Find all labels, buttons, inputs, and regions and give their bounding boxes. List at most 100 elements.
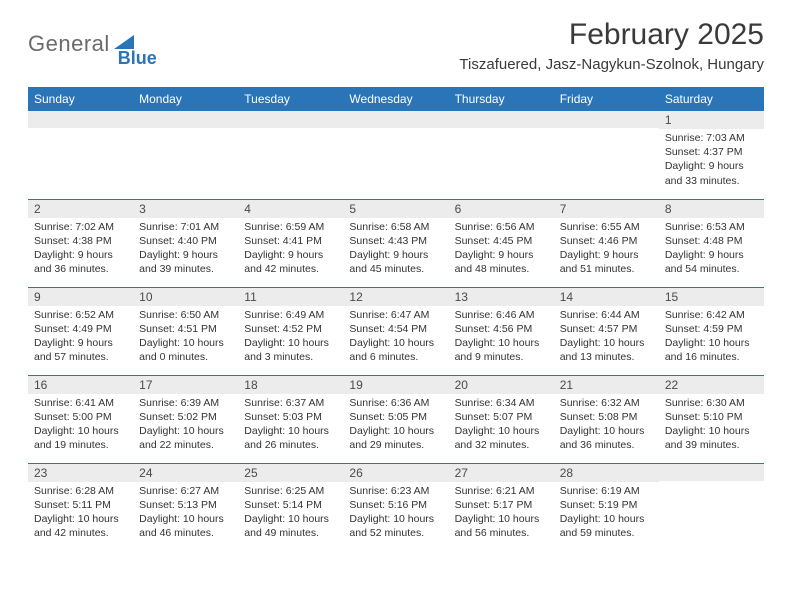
day-details: Sunrise: 6:36 AMSunset: 5:05 PMDaylight:…: [343, 394, 448, 457]
day-number: [133, 111, 238, 128]
daylight-text: Daylight: 10 hours and 46 minutes.: [139, 512, 232, 540]
day-cell: 13Sunrise: 6:46 AMSunset: 4:56 PMDayligh…: [449, 287, 554, 375]
sunset-text: Sunset: 4:37 PM: [665, 145, 758, 159]
day-cell: 2Sunrise: 7:02 AMSunset: 4:38 PMDaylight…: [28, 199, 133, 287]
day-details: Sunrise: 6:39 AMSunset: 5:02 PMDaylight:…: [133, 394, 238, 457]
day-details: Sunrise: 7:03 AMSunset: 4:37 PMDaylight:…: [659, 129, 764, 192]
sunset-text: Sunset: 5:19 PM: [560, 498, 653, 512]
daylight-text: Daylight: 10 hours and 59 minutes.: [560, 512, 653, 540]
daylight-text: Daylight: 10 hours and 36 minutes.: [560, 424, 653, 452]
dh-wed: Wednesday: [343, 87, 448, 111]
day-cell: 11Sunrise: 6:49 AMSunset: 4:52 PMDayligh…: [238, 287, 343, 375]
sunrise-text: Sunrise: 6:59 AM: [244, 220, 337, 234]
daylight-text: Daylight: 10 hours and 19 minutes.: [34, 424, 127, 452]
day-number: 4: [238, 200, 343, 218]
sunset-text: Sunset: 4:49 PM: [34, 322, 127, 336]
daylight-text: Daylight: 10 hours and 52 minutes.: [349, 512, 442, 540]
daylight-text: Daylight: 10 hours and 13 minutes.: [560, 336, 653, 364]
day-number: 18: [238, 376, 343, 394]
day-number: [238, 111, 343, 128]
day-cell: [659, 463, 764, 551]
day-details: Sunrise: 6:21 AMSunset: 5:17 PMDaylight:…: [449, 482, 554, 545]
day-number: 16: [28, 376, 133, 394]
day-cell: 3Sunrise: 7:01 AMSunset: 4:40 PMDaylight…: [133, 199, 238, 287]
day-details: Sunrise: 6:47 AMSunset: 4:54 PMDaylight:…: [343, 306, 448, 369]
day-details: Sunrise: 6:27 AMSunset: 5:13 PMDaylight:…: [133, 482, 238, 545]
sunset-text: Sunset: 5:07 PM: [455, 410, 548, 424]
day-number: 20: [449, 376, 554, 394]
daylight-text: Daylight: 10 hours and 9 minutes.: [455, 336, 548, 364]
day-cell: 8Sunrise: 6:53 AMSunset: 4:48 PMDaylight…: [659, 199, 764, 287]
day-details: Sunrise: 7:02 AMSunset: 4:38 PMDaylight:…: [28, 218, 133, 281]
day-number: 7: [554, 200, 659, 218]
day-cell: 7Sunrise: 6:55 AMSunset: 4:46 PMDaylight…: [554, 199, 659, 287]
sunrise-text: Sunrise: 6:23 AM: [349, 484, 442, 498]
sunset-text: Sunset: 4:54 PM: [349, 322, 442, 336]
day-number: 10: [133, 288, 238, 306]
day-number: 28: [554, 464, 659, 482]
dh-sat: Saturday: [659, 87, 764, 111]
sunset-text: Sunset: 5:03 PM: [244, 410, 337, 424]
daylight-text: Daylight: 9 hours and 33 minutes.: [665, 159, 758, 187]
day-number: 17: [133, 376, 238, 394]
day-header-row: Sunday Monday Tuesday Wednesday Thursday…: [28, 87, 764, 111]
sunrise-text: Sunrise: 6:41 AM: [34, 396, 127, 410]
dh-fri: Friday: [554, 87, 659, 111]
day-details: Sunrise: 6:55 AMSunset: 4:46 PMDaylight:…: [554, 218, 659, 281]
week-row: 1Sunrise: 7:03 AMSunset: 4:37 PMDaylight…: [28, 111, 764, 199]
header: General Blue February 2025 Tiszafuered, …: [28, 18, 764, 73]
sunrise-text: Sunrise: 7:01 AM: [139, 220, 232, 234]
sunrise-text: Sunrise: 6:25 AM: [244, 484, 337, 498]
day-cell: 27Sunrise: 6:21 AMSunset: 5:17 PMDayligh…: [449, 463, 554, 551]
day-details: Sunrise: 6:52 AMSunset: 4:49 PMDaylight:…: [28, 306, 133, 369]
day-details: Sunrise: 6:41 AMSunset: 5:00 PMDaylight:…: [28, 394, 133, 457]
day-details: Sunrise: 6:50 AMSunset: 4:51 PMDaylight:…: [133, 306, 238, 369]
day-details: Sunrise: 6:34 AMSunset: 5:07 PMDaylight:…: [449, 394, 554, 457]
sunset-text: Sunset: 5:08 PM: [560, 410, 653, 424]
daylight-text: Daylight: 10 hours and 22 minutes.: [139, 424, 232, 452]
sunset-text: Sunset: 4:56 PM: [455, 322, 548, 336]
daylight-text: Daylight: 10 hours and 39 minutes.: [665, 424, 758, 452]
day-number: 3: [133, 200, 238, 218]
sunset-text: Sunset: 5:16 PM: [349, 498, 442, 512]
daylight-text: Daylight: 10 hours and 6 minutes.: [349, 336, 442, 364]
day-cell: 28Sunrise: 6:19 AMSunset: 5:19 PMDayligh…: [554, 463, 659, 551]
sunset-text: Sunset: 5:14 PM: [244, 498, 337, 512]
day-cell: 23Sunrise: 6:28 AMSunset: 5:11 PMDayligh…: [28, 463, 133, 551]
sunset-text: Sunset: 4:40 PM: [139, 234, 232, 248]
day-cell: 6Sunrise: 6:56 AMSunset: 4:45 PMDaylight…: [449, 199, 554, 287]
daylight-text: Daylight: 9 hours and 45 minutes.: [349, 248, 442, 276]
day-cell: 20Sunrise: 6:34 AMSunset: 5:07 PMDayligh…: [449, 375, 554, 463]
sunset-text: Sunset: 5:10 PM: [665, 410, 758, 424]
logo-text-blue: Blue: [118, 48, 157, 69]
daylight-text: Daylight: 9 hours and 36 minutes.: [34, 248, 127, 276]
day-details: Sunrise: 6:42 AMSunset: 4:59 PMDaylight:…: [659, 306, 764, 369]
day-cell: [554, 111, 659, 199]
sunset-text: Sunset: 5:05 PM: [349, 410, 442, 424]
dh-sun: Sunday: [28, 87, 133, 111]
day-details: Sunrise: 6:49 AMSunset: 4:52 PMDaylight:…: [238, 306, 343, 369]
sunset-text: Sunset: 4:43 PM: [349, 234, 442, 248]
day-cell: 22Sunrise: 6:30 AMSunset: 5:10 PMDayligh…: [659, 375, 764, 463]
day-cell: [238, 111, 343, 199]
day-number: 25: [238, 464, 343, 482]
sunrise-text: Sunrise: 6:55 AM: [560, 220, 653, 234]
page-title: February 2025: [459, 18, 764, 52]
day-cell: 12Sunrise: 6:47 AMSunset: 4:54 PMDayligh…: [343, 287, 448, 375]
sunrise-text: Sunrise: 6:53 AM: [665, 220, 758, 234]
sunset-text: Sunset: 4:45 PM: [455, 234, 548, 248]
dh-tue: Tuesday: [238, 87, 343, 111]
sunrise-text: Sunrise: 6:34 AM: [455, 396, 548, 410]
day-details: Sunrise: 6:58 AMSunset: 4:43 PMDaylight:…: [343, 218, 448, 281]
sunset-text: Sunset: 4:48 PM: [665, 234, 758, 248]
sunset-text: Sunset: 4:41 PM: [244, 234, 337, 248]
day-details: Sunrise: 7:01 AMSunset: 4:40 PMDaylight:…: [133, 218, 238, 281]
daylight-text: Daylight: 10 hours and 49 minutes.: [244, 512, 337, 540]
day-number: 12: [343, 288, 448, 306]
day-details: Sunrise: 6:56 AMSunset: 4:45 PMDaylight:…: [449, 218, 554, 281]
sunrise-text: Sunrise: 6:46 AM: [455, 308, 548, 322]
day-number: [554, 111, 659, 128]
daylight-text: Daylight: 9 hours and 57 minutes.: [34, 336, 127, 364]
sunrise-text: Sunrise: 6:39 AM: [139, 396, 232, 410]
day-cell: 17Sunrise: 6:39 AMSunset: 5:02 PMDayligh…: [133, 375, 238, 463]
